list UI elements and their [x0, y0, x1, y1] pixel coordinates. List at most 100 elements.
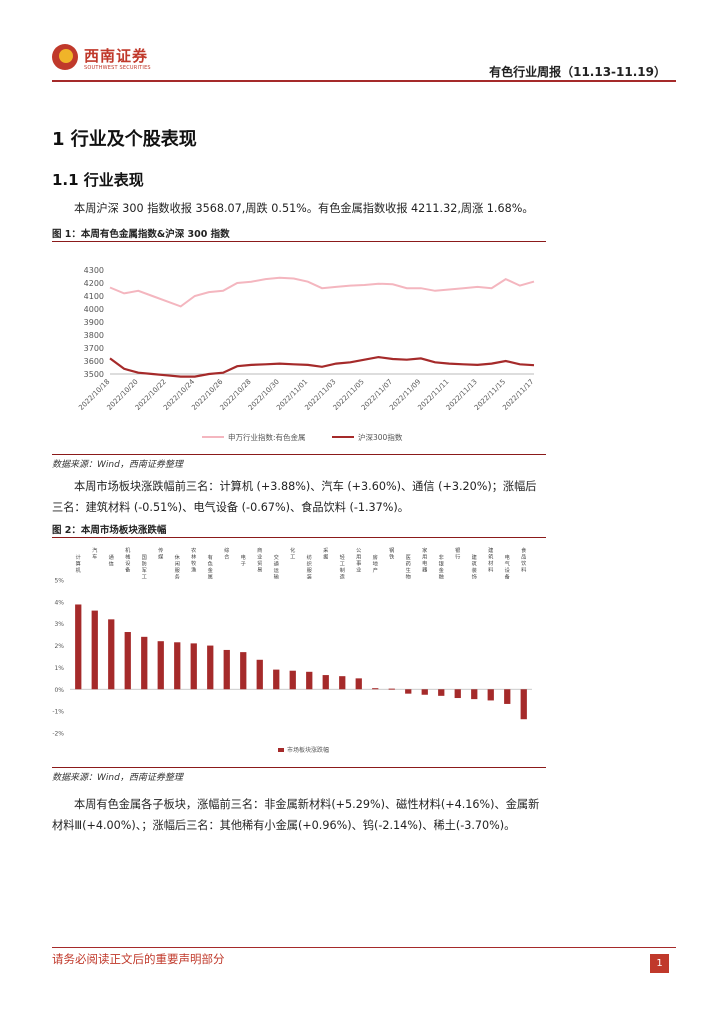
y-tick-label: 3900 [84, 318, 104, 327]
category-label: 轻工制造 [340, 553, 346, 581]
sector-bar-chart: 5% 4% 3% 2% 1% 0% -1% -2% 计算机 汽车 通信 机械设备 国防军工 传媒 休闲服务 农… [52, 546, 532, 754]
series-line-csi300 [109, 355, 535, 378]
category-label: 国防军工 [142, 554, 147, 581]
bar [289, 670, 296, 690]
bar [240, 652, 247, 690]
category-label: 传媒 [158, 546, 164, 561]
figure1-bottom-rule [52, 454, 546, 455]
category-label: 非银金融 [439, 553, 445, 581]
category-label: 商业贸易 [257, 546, 262, 574]
bar [190, 643, 197, 690]
category-label: 交通运输 [274, 553, 280, 581]
bar [520, 689, 527, 720]
y-tick-label: 4000 [84, 305, 104, 314]
category-label: 计算机 [76, 553, 82, 574]
y-tick-label: 4200 [84, 279, 104, 288]
bar [174, 642, 181, 690]
category-label: 钢铁 [389, 546, 394, 561]
bar [256, 659, 263, 690]
y-tick-label: 1% [54, 665, 64, 672]
category-label: 电气设备 [505, 553, 511, 581]
subsection-heading: 1.1 行业表现 [52, 171, 144, 189]
category-label: 有色金属 [208, 553, 214, 581]
category-label: 家用电器 [422, 546, 428, 574]
legend-label: 市场板块涨跌幅 [287, 746, 329, 754]
category-label: 建筑材料 [488, 546, 494, 574]
bar [421, 689, 428, 695]
category-label: 食品饮料 [521, 546, 527, 574]
logo-text-cn: 西南证券 [84, 47, 149, 65]
report-title: 有色行业周报（11.13-11.19） [489, 65, 666, 79]
category-label: 化工 [290, 546, 295, 561]
figure1-source: 数据来源：Wind，西南证券整理 [52, 460, 183, 470]
category-label: 采掘 [323, 547, 328, 561]
y-tick-label: 4100 [84, 292, 104, 301]
header-divider [52, 80, 676, 82]
bar [223, 649, 230, 690]
y-tick-label: 3% [54, 621, 64, 628]
figure1-title: 图 1：本周有色金属指数&沪深 300 指数 [52, 229, 230, 240]
bar [322, 675, 329, 690]
footer-disclaimer: 请务必阅读正文后的重要声明部分 [52, 952, 225, 966]
y-tick-label: 5% [54, 578, 64, 585]
y-tick-label: 0% [54, 687, 64, 694]
bar [372, 688, 379, 690]
category-label: 综合 [224, 546, 230, 561]
figure2-title: 图 2：本周市场板块涨跌幅 [52, 525, 167, 536]
y-tick-label: 3800 [84, 331, 104, 340]
figure2-source: 数据来源：Wind，西南证券整理 [52, 773, 183, 783]
bar [207, 645, 214, 690]
category-label: 纺织服装 [307, 553, 313, 581]
paragraph-sector-performance: 本周市场板块涨跌幅前三名：计算机 (+3.88%)、汽车 (+3.60%)、通信… [52, 480, 537, 514]
category-label: 房地产 [373, 553, 378, 574]
y-tick-label: 4% [54, 599, 64, 606]
bar [91, 610, 98, 690]
category-label: 休闲服务 [175, 553, 181, 581]
section-heading: 1 行业及个股表现 [52, 129, 197, 150]
logo-emblem-icon [52, 44, 78, 70]
y-tick-label: -1% [52, 709, 64, 716]
bar [504, 689, 511, 704]
footer-divider [52, 947, 676, 948]
bar [405, 689, 412, 694]
legend-label: 申万行业指数:有色金属 [228, 432, 306, 442]
category-label: 建筑装饰 [472, 553, 478, 581]
y-tick-label: 2% [54, 643, 64, 650]
bar [157, 641, 164, 690]
bar [108, 619, 115, 690]
bar [454, 689, 461, 699]
legend-swatch [278, 748, 284, 752]
bar [141, 636, 148, 690]
page-number: 1 [650, 954, 669, 973]
y-tick-label: 3500 [84, 370, 104, 379]
index-line-chart: 3500360037003800390040004100420043002022… [77, 266, 535, 442]
figure2-top-rule [52, 537, 546, 538]
bar [471, 689, 478, 700]
category-label: 农林牧渔 [191, 546, 197, 574]
bar [339, 676, 346, 690]
bar [487, 689, 494, 701]
figure1-top-rule [52, 241, 546, 242]
bar [124, 632, 131, 690]
bar [388, 688, 395, 690]
company-logo: 西南证券 SOUTHWEST SECURITIES [52, 44, 182, 76]
category-label: 通信 [109, 553, 115, 568]
category-label: 公用事业 [356, 548, 361, 574]
y-tick-label: -2% [52, 731, 64, 738]
category-label: 电子 [241, 553, 246, 568]
bar [355, 678, 362, 690]
category-label: 汽车 [92, 546, 98, 561]
y-tick-label: 3700 [84, 344, 104, 353]
bar [306, 671, 313, 690]
series-line-nonferrous [109, 276, 535, 308]
category-label: 医药生物 [406, 554, 411, 581]
legend-label: 沪深300指数 [358, 432, 403, 442]
y-tick-label: 4300 [84, 266, 104, 275]
bar [438, 689, 445, 696]
bar [75, 604, 82, 690]
logo-text-en: SOUTHWEST SECURITIES [84, 65, 151, 71]
bar [273, 669, 280, 690]
category-label: 机械设备 [125, 546, 131, 574]
category-label: 银行 [455, 546, 461, 561]
paragraph-index-summary: 本周沪深 300 指数收报 3568.07,周跌 0.51%。有色金属指数收报 … [74, 202, 534, 215]
